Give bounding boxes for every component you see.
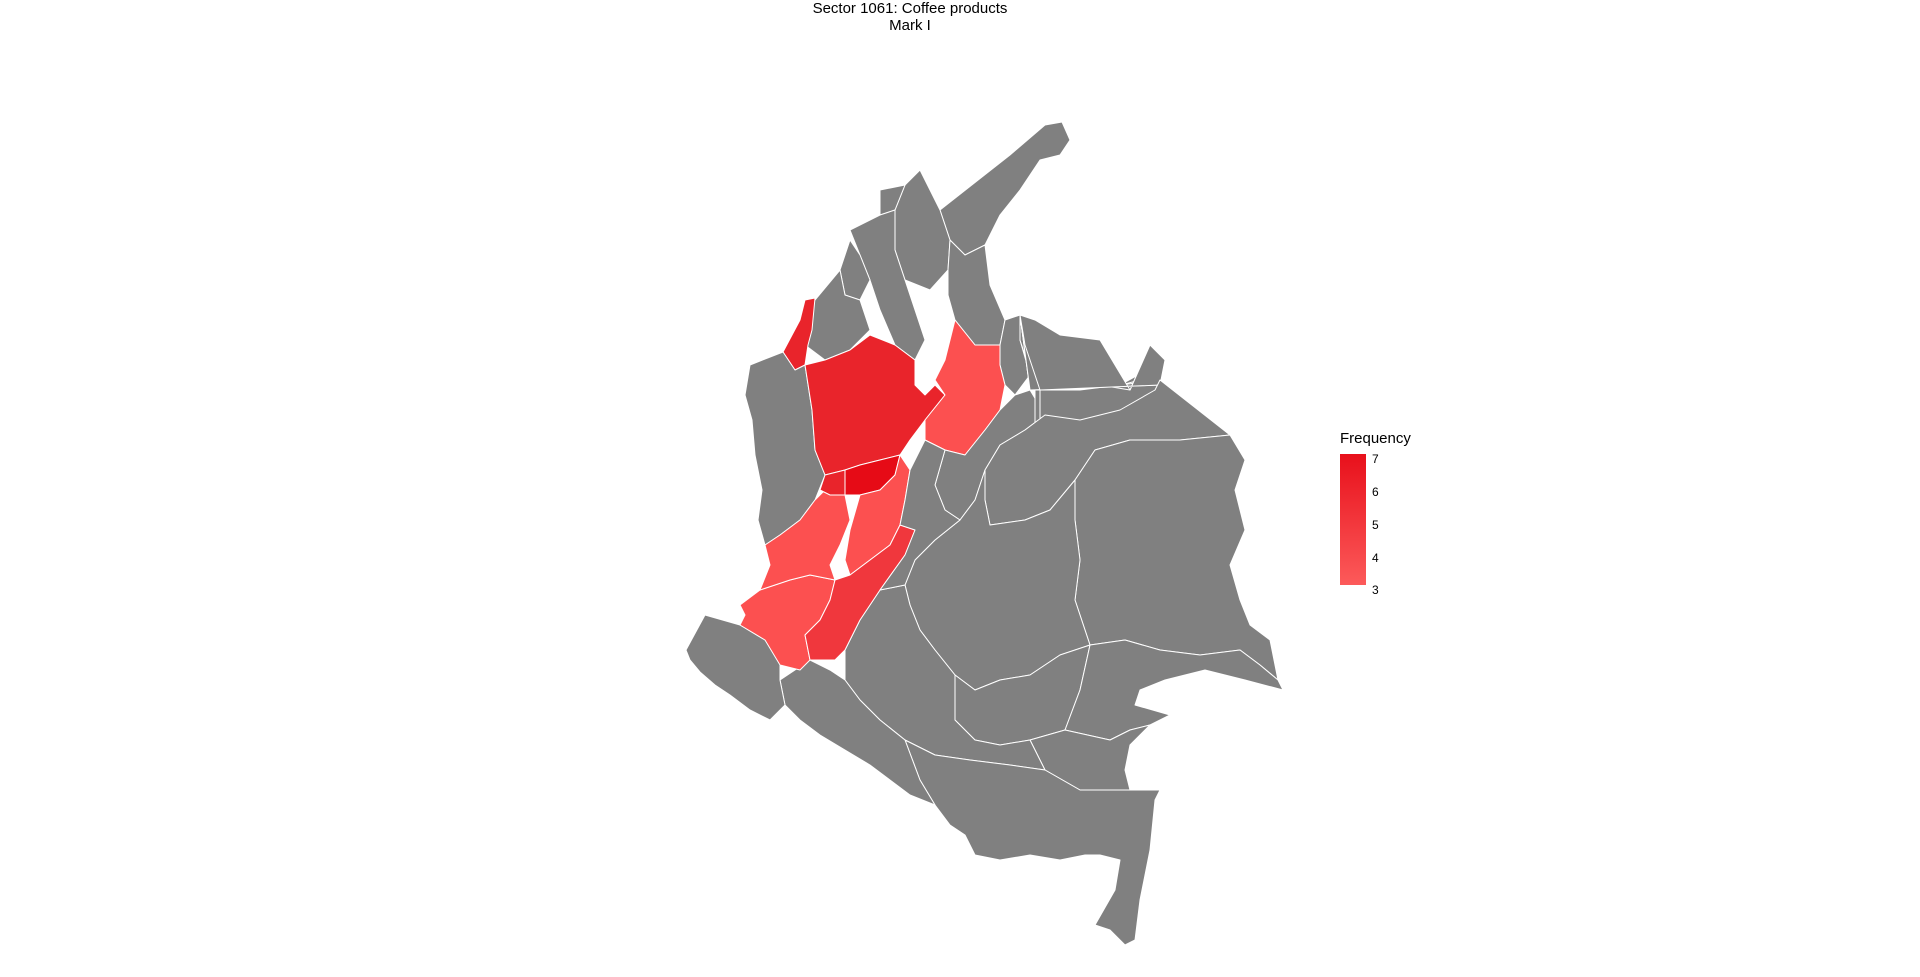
chart-title: Sector 1061: Coffee products (812, 0, 1008, 17)
region-risaralda (819, 469, 846, 496)
chart-subtitle: Mark I (889, 17, 931, 34)
legend-color-bar (1340, 454, 1366, 585)
legend-tick-4: 4 (1372, 551, 1379, 565)
legend-tick-6: 6 (1372, 485, 1379, 499)
region-la-guajira (939, 121, 1071, 256)
region-putumayo (779, 659, 936, 806)
region-huila (804, 524, 916, 661)
legend-title: Frequency (1340, 430, 1411, 447)
chart-title-block: Sector 1061: Coffee products Mark I (0, 0, 1820, 34)
region-northeast-fill (1019, 314, 1166, 391)
region-cundinamarca (879, 439, 961, 591)
region-amazonas (904, 739, 1161, 946)
legend-tick-5: 5 (1372, 518, 1379, 532)
legend-tick-7: 7 (1372, 452, 1379, 466)
region-valle (759, 489, 851, 591)
legend-tick-3: 3 (1372, 583, 1379, 597)
